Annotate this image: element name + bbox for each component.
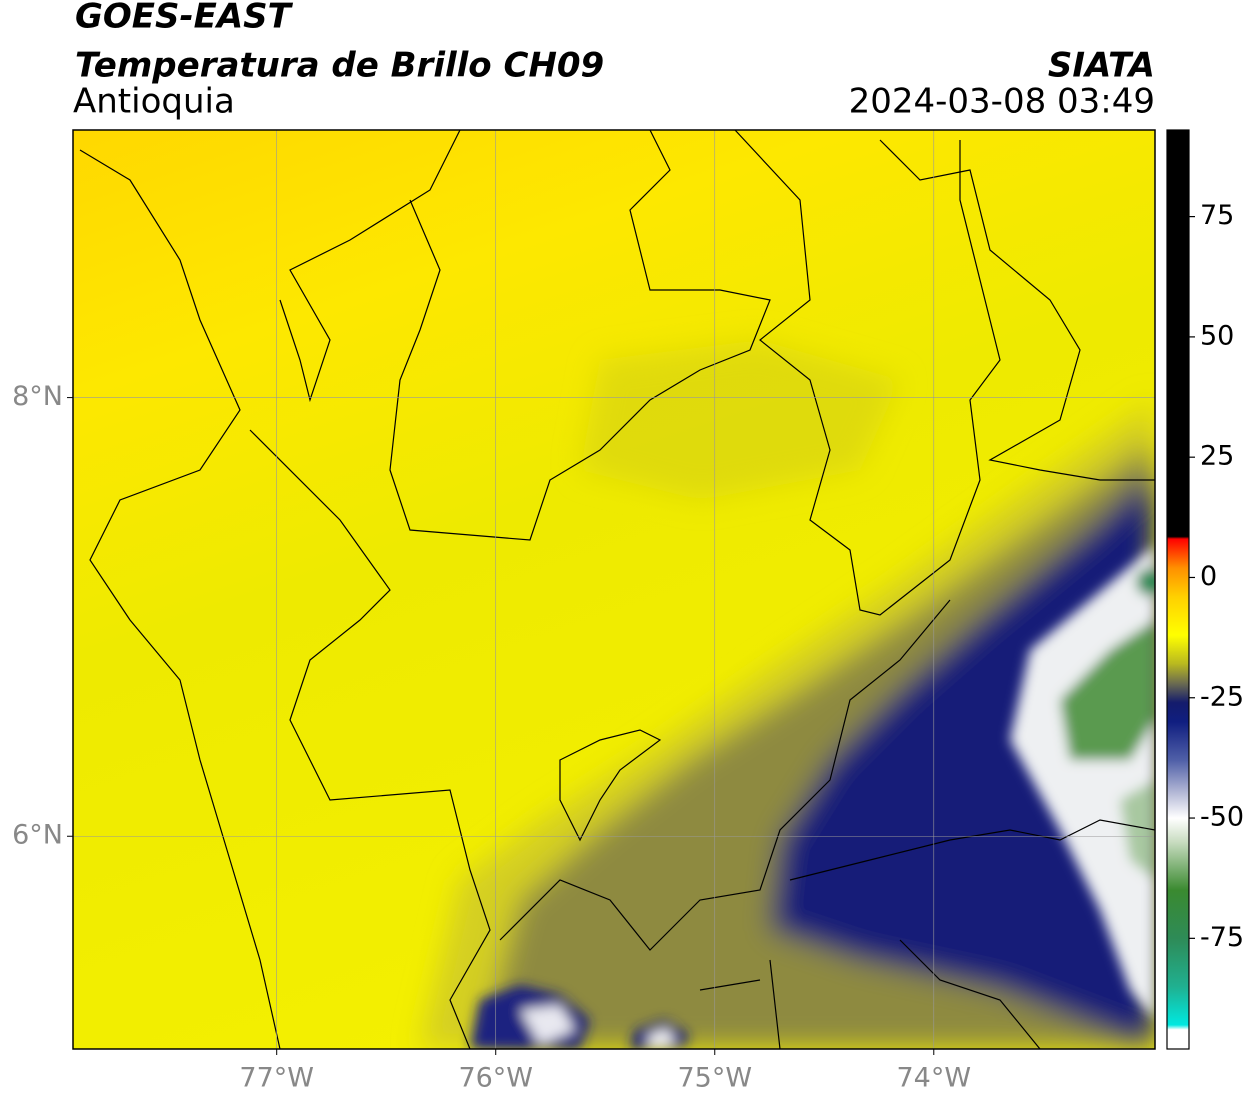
satellite-image [73, 130, 1155, 1049]
colorbar-tick-label: -25 [1200, 681, 1244, 712]
x-tick-label: 74°W [897, 1063, 972, 1094]
boundaries [79, 130, 1155, 1049]
colorbar-tick-label: 75 [1200, 200, 1234, 231]
map-frame [72, 129, 1156, 1050]
colorbar-tick-label: 25 [1200, 441, 1234, 472]
colorbar [1166, 129, 1190, 1050]
x-tick-label: 77°W [239, 1063, 314, 1094]
x-tick-label: 75°W [677, 1063, 752, 1094]
colorbar-tick-label: 50 [1200, 320, 1234, 351]
x-tick-label: 76°W [458, 1063, 533, 1094]
colorbar-tick-label: -50 [1200, 802, 1244, 833]
y-tick-label: 8°N [12, 381, 63, 412]
region: Antioquia [73, 82, 235, 122]
title: GOES-EAST [75, 0, 294, 37]
datetime: 2024-03-08 03:49 [849, 82, 1155, 122]
colorbar-tick-label: -75 [1200, 922, 1244, 953]
colorbar-tick-label: 0 [1200, 561, 1217, 592]
source: SIATA [1048, 46, 1155, 86]
y-tick-label: 6°N [12, 820, 63, 851]
subtitle: Temperatura de Brillo CH09 [75, 46, 604, 86]
